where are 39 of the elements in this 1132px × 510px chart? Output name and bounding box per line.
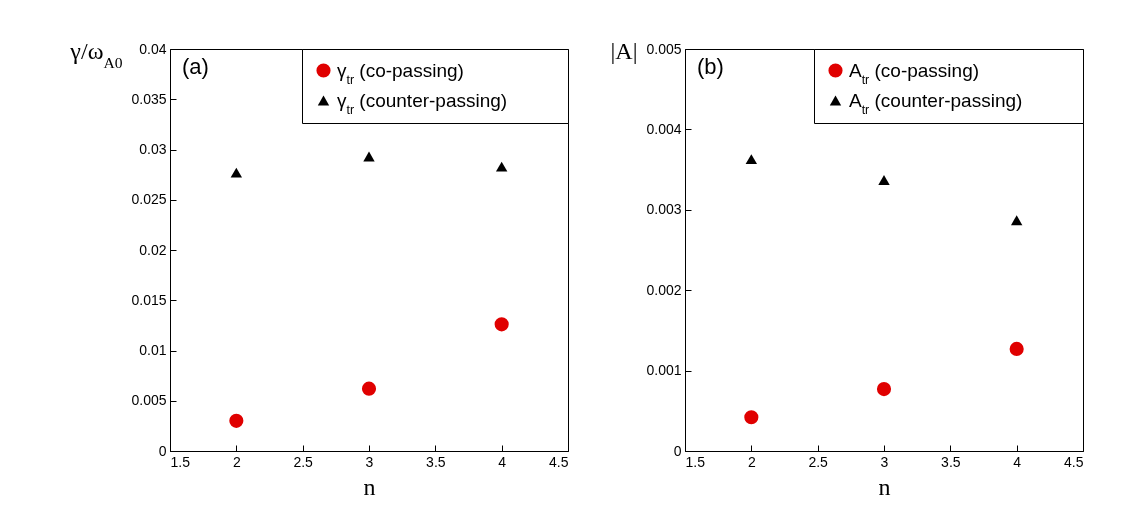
y-tick-label: 0.005 (646, 40, 682, 57)
x-axis-title: n (878, 473, 891, 500)
legend-label: A$_{tr}$ (counter-passing) (849, 89, 1023, 117)
annotation: (b) (697, 54, 724, 79)
x-tick-label: 4.5 (1064, 453, 1084, 470)
x-tick-label: 3.5 (426, 453, 446, 470)
x-tick-label: 1.5 (685, 453, 706, 470)
x-tick-label: 3.5 (941, 453, 961, 470)
legend-label: γ$_{tr}$ (co-passing) (337, 59, 464, 87)
x-tick-label: 4 (1013, 453, 1022, 470)
x-tick-label: 2.5 (808, 453, 829, 470)
y-tick-label: 0 (673, 442, 682, 459)
y-tick-label: 0.03 (139, 141, 167, 157)
y-axis-title: γ/ω$_{A0}$ (69, 37, 123, 70)
y-tick-label: 0.002 (646, 281, 682, 298)
y-tick-label: 0.003 (646, 201, 682, 218)
x-tick-label: 3 (880, 453, 889, 470)
y-axis-title: |A| (610, 37, 638, 64)
x-tick-label: 2 (747, 453, 756, 470)
y-tick-label: 0.02 (139, 241, 167, 258)
y-tick-label: 0.005 (131, 392, 167, 409)
y-tick-label: 0.004 (646, 120, 682, 137)
x-tick-label: 3 (365, 453, 374, 470)
legend-label: A$_{tr}$ (co-passing) (849, 59, 980, 87)
y-tick-label: 0.04 (139, 40, 167, 57)
x-tick-label: 2 (232, 453, 241, 470)
y-tick-label: 0.015 (131, 291, 167, 308)
x-tick-label: 4.5 (549, 453, 569, 470)
y-tick-label: 0.025 (131, 191, 167, 208)
x-tick-label: 4 (498, 453, 507, 470)
y-tick-label: 0 (158, 442, 167, 459)
x-tick-label: 1.5 (170, 453, 191, 470)
legend-label: γ$_{tr}$ (counter-passing) (337, 89, 508, 117)
y-tick-label: 0.001 (646, 362, 682, 379)
y-tick-label: 0.035 (131, 90, 167, 107)
annotation: (a) (182, 54, 209, 79)
x-axis-title: n (363, 473, 376, 500)
x-tick-label: 2.5 (293, 453, 314, 470)
y-tick-label: 0.01 (139, 342, 167, 358)
